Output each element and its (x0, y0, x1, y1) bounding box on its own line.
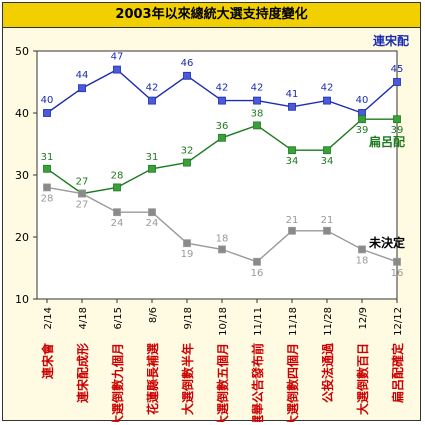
data-label: 47 (111, 52, 124, 63)
x-tick-label: 12/9 (358, 307, 369, 329)
event-label: 大選倒數半年 (180, 343, 195, 415)
y-tick-label: 40 (15, 107, 29, 120)
y-tick-label: 20 (15, 231, 29, 244)
data-point (288, 102, 296, 111)
data-point (183, 71, 191, 80)
data-label: 24 (146, 218, 159, 229)
event-label: 大選倒數四個月 (285, 343, 300, 422)
data-label: 41 (286, 89, 299, 100)
data-point (288, 226, 296, 235)
data-point (113, 183, 121, 192)
data-point (183, 239, 191, 248)
data-point (78, 84, 86, 93)
data-point (358, 245, 366, 254)
data-point (113, 65, 121, 74)
data-point (113, 208, 121, 217)
x-tick-label: 8/6 (148, 307, 159, 323)
series-name-label: 連宋配 (373, 33, 409, 48)
data-point (43, 109, 51, 117)
data-label: 45 (391, 64, 404, 75)
data-label: 16 (391, 268, 404, 279)
data-label: 28 (111, 170, 124, 181)
data-label: 18 (216, 233, 229, 244)
event-label: 大選倒數百日 (355, 343, 370, 415)
x-tick-label: 11/28 (323, 307, 334, 336)
data-label: 42 (251, 83, 264, 94)
x-tick-label: 9/18 (183, 307, 194, 329)
event-label: 大選倒數五個月 (215, 343, 230, 422)
data-point (43, 164, 51, 173)
data-point (78, 189, 86, 198)
y-tick-label: 10 (15, 293, 29, 306)
line-chart: 10 20 30 40 50 2/14 4/18 6/15 8/6 9/18 10/18 11/11 1… (15, 33, 409, 422)
event-label: 連宋配成形 (75, 343, 90, 403)
data-label: 27 (76, 200, 89, 211)
data-point (323, 226, 331, 235)
data-point (148, 208, 156, 217)
data-label: 19 (181, 249, 194, 260)
data-label: 42 (146, 83, 159, 94)
event-label: 大選倒數九個月 (110, 343, 125, 422)
x-tick-label: 4/18 (78, 307, 89, 329)
data-point (358, 115, 366, 124)
data-point (253, 96, 261, 105)
data-label: 21 (286, 215, 299, 226)
x-tick-label: 11/11 (253, 307, 264, 336)
data-label: 28 (41, 193, 54, 204)
data-label: 34 (321, 156, 334, 167)
data-label: 24 (111, 218, 124, 229)
data-label: 42 (216, 83, 229, 94)
data-point (218, 245, 226, 254)
data-point (323, 96, 331, 105)
data-point (43, 183, 51, 192)
data-point (393, 115, 401, 124)
data-label: 27 (76, 177, 89, 188)
data-point (218, 96, 226, 105)
data-label: 42 (321, 83, 334, 94)
x-tick-label: 6/15 (113, 307, 124, 329)
data-point (323, 146, 331, 155)
data-label: 40 (41, 95, 54, 106)
data-point (253, 121, 261, 130)
event-label: 連宋會 (40, 342, 55, 379)
series-name-label: 扁呂配 (369, 134, 405, 149)
data-label: 40 (356, 95, 369, 106)
chart-title: 2003年以來總統大選支持度變化 (3, 3, 420, 28)
data-label: 44 (76, 70, 89, 81)
data-label: 31 (146, 152, 159, 163)
data-point (253, 257, 261, 266)
data-point (148, 96, 156, 105)
y-tick-label: 50 (15, 45, 29, 58)
series-name-label: 未決定 (368, 235, 405, 250)
data-point (393, 257, 401, 266)
data-point (393, 78, 401, 86)
data-label: 34 (286, 156, 299, 167)
plot-area (36, 50, 398, 300)
data-label: 39 (391, 125, 404, 136)
data-point (148, 164, 156, 173)
x-tick-label: 10/18 (218, 307, 229, 336)
chart-frame: 2003年以來總統大選支持度變化 10 20 30 40 50 2/14 4/18 6/15 8… (2, 2, 421, 422)
data-label: 46 (181, 58, 194, 69)
event-label: 扁呂配確定 (390, 343, 405, 403)
event-label: 花蓮縣長補選 (145, 343, 160, 415)
data-point (218, 133, 226, 142)
data-point (288, 146, 296, 155)
data-label: 21 (321, 215, 334, 226)
data-label: 36 (216, 121, 229, 132)
data-label: 16 (251, 268, 264, 279)
data-label: 32 (181, 146, 194, 157)
x-tick-label: 12/12 (393, 307, 404, 336)
y-tick-label: 30 (15, 169, 29, 182)
data-label: 39 (356, 125, 369, 136)
x-tick-label: 11/18 (288, 307, 299, 336)
event-label: 公投法通過 (320, 342, 335, 403)
data-label: 38 (251, 108, 264, 119)
data-point (183, 158, 191, 167)
data-label: 18 (356, 255, 369, 266)
x-tick-label: 2/14 (43, 307, 54, 329)
data-label: 31 (41, 152, 54, 163)
event-label: 選舉公告發布前 (250, 343, 265, 422)
